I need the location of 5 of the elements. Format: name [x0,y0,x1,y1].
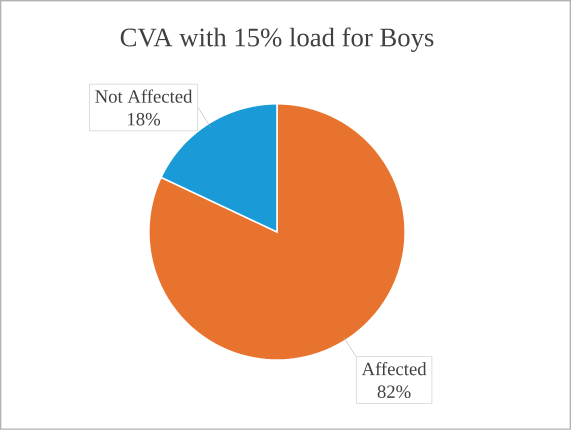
data-label: 18% [128,112,160,126]
slice-label: Not Affected [95,90,192,103]
chart-title: CVA with 15% load for Boys [120,28,434,52]
data-label: 82% [378,385,411,398]
slice-label: Affected [362,362,426,376]
